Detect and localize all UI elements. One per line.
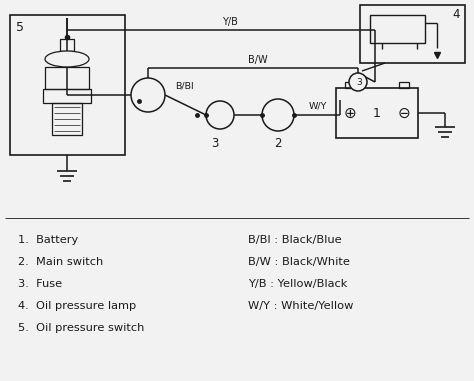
Text: 2: 2 bbox=[274, 136, 282, 149]
Bar bbox=[345, 82, 355, 88]
Text: 1.  Battery: 1. Battery bbox=[18, 235, 78, 245]
Text: 3: 3 bbox=[211, 136, 219, 149]
Ellipse shape bbox=[45, 51, 89, 67]
Bar bbox=[52, 103, 82, 135]
Bar bbox=[10, 15, 125, 155]
Text: 2.  Main switch: 2. Main switch bbox=[18, 257, 103, 267]
Text: ⊖: ⊖ bbox=[398, 106, 410, 120]
Circle shape bbox=[262, 99, 294, 131]
Bar bbox=[43, 89, 91, 103]
Text: B/W : Black/White: B/W : Black/White bbox=[248, 257, 350, 267]
Text: Y/B: Y/B bbox=[222, 17, 238, 27]
Text: 3.  Fuse: 3. Fuse bbox=[18, 279, 62, 289]
Text: ⊕: ⊕ bbox=[344, 106, 356, 120]
Text: 4: 4 bbox=[452, 8, 460, 21]
Text: 5.  Oil pressure switch: 5. Oil pressure switch bbox=[18, 323, 145, 333]
Text: 1: 1 bbox=[373, 107, 381, 120]
Text: 5: 5 bbox=[16, 21, 24, 34]
Bar bbox=[360, 5, 465, 63]
Text: W/Y : White/Yellow: W/Y : White/Yellow bbox=[248, 301, 354, 311]
Text: Y/B : Yellow/Black: Y/B : Yellow/Black bbox=[248, 279, 347, 289]
Text: B/Bl: B/Bl bbox=[175, 82, 193, 91]
Text: 3: 3 bbox=[356, 77, 362, 86]
Text: W/Y: W/Y bbox=[309, 101, 327, 110]
Text: B/W: B/W bbox=[248, 55, 268, 65]
Text: B/Bl : Black/Blue: B/Bl : Black/Blue bbox=[248, 235, 342, 245]
Circle shape bbox=[131, 78, 165, 112]
Bar bbox=[45, 67, 89, 89]
Circle shape bbox=[349, 73, 367, 91]
Bar bbox=[336, 88, 418, 138]
Text: 4.  Oil pressure lamp: 4. Oil pressure lamp bbox=[18, 301, 136, 311]
Circle shape bbox=[206, 101, 234, 129]
Bar bbox=[60, 39, 74, 51]
Bar bbox=[370, 15, 425, 43]
Bar bbox=[399, 82, 409, 88]
